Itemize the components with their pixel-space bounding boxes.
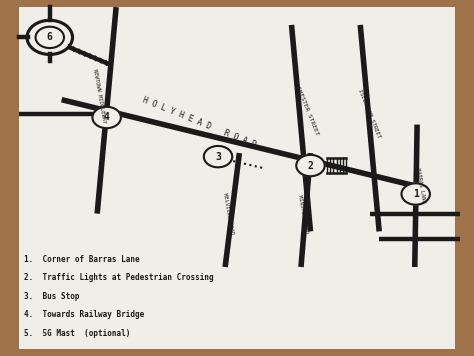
Text: CHESTER STREET: CHESTER STREET [295,85,319,136]
Text: 4.  Towards Railway Bridge: 4. Towards Railway Bridge [24,310,144,319]
Circle shape [92,107,121,128]
Circle shape [401,183,430,205]
Text: 4: 4 [104,112,109,122]
Text: MELVILLE ROAD: MELVILLE ROAD [222,192,235,235]
FancyBboxPatch shape [19,7,455,349]
Circle shape [204,146,232,167]
Text: 3: 3 [215,152,221,162]
Text: 5.  5G Mast  (optional): 5. 5G Mast (optional) [24,329,130,337]
Text: 1.  Corner of Barras Lane: 1. Corner of Barras Lane [24,255,139,263]
Text: BARRAS LANE: BARRAS LANE [415,167,427,203]
Text: NEWTOWN MIDDLEWAY: NEWTOWN MIDDLEWAY [92,68,107,124]
Text: 1: 1 [413,189,419,199]
Text: 2: 2 [308,161,313,171]
Text: MINSTER ROAD: MINSTER ROAD [298,194,309,233]
Text: 2.  Traffic Lights at Pedestrian Crossing: 2. Traffic Lights at Pedestrian Crossing [24,273,213,282]
Text: 6: 6 [47,32,53,42]
Text: ISLINGTON STREET: ISLINGTON STREET [357,89,381,139]
Circle shape [36,27,64,48]
Text: H O L Y H E A D   R O A D: H O L Y H E A D R O A D [141,96,257,150]
Text: 3.  Bus Stop: 3. Bus Stop [24,292,79,300]
Circle shape [296,155,325,176]
